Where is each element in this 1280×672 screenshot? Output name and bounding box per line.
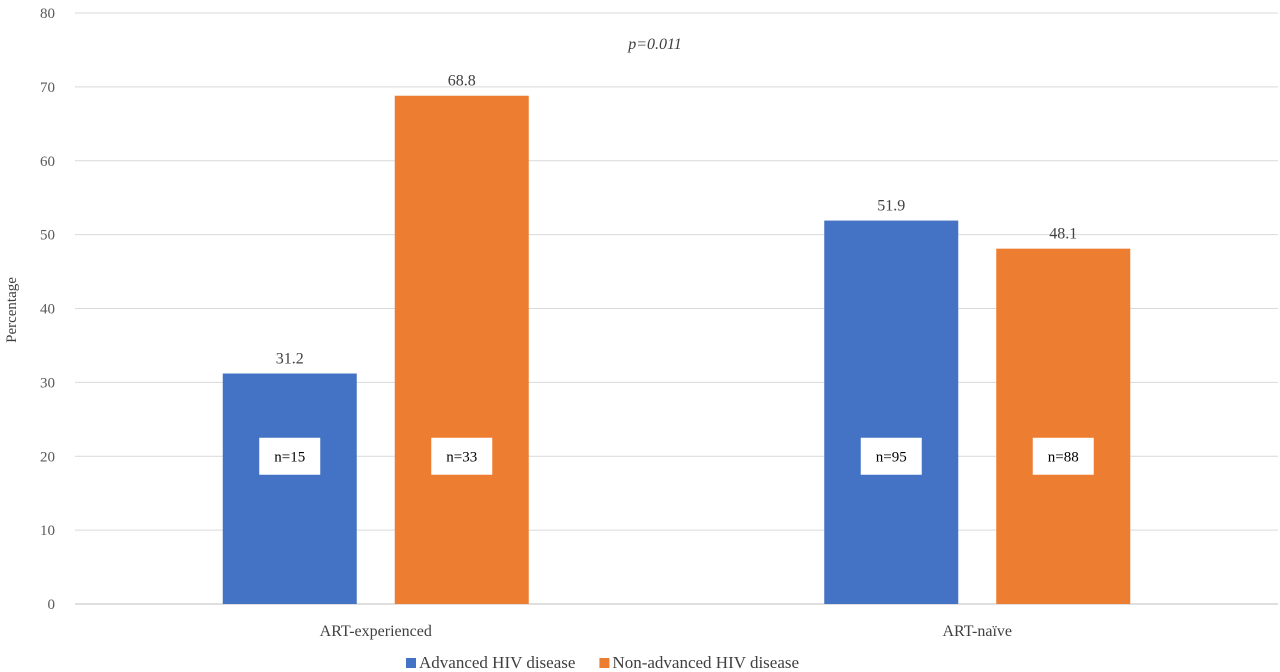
n-label-box [1031, 436, 1095, 476]
x-axis-categories: ART-experienced ART-naïve [320, 623, 1012, 640]
y-tick-label: 0 [48, 597, 56, 613]
legend-label: Non-advanced HIV disease [612, 653, 799, 672]
p-value-annotation: p=0.011 [627, 36, 682, 53]
n-label-box [430, 436, 494, 476]
y-tick-label: 40 [40, 302, 55, 318]
data-label: 48.1 [1049, 226, 1077, 243]
y-axis-ticks: 0 10 20 30 40 50 60 70 80 [40, 6, 55, 613]
bar [996, 248, 1131, 604]
x-category-label: ART-experienced [320, 623, 432, 640]
y-axis-label: Percentage [4, 277, 20, 343]
y-tick-label: 50 [40, 228, 55, 244]
legend-label: Advanced HIV disease [419, 653, 575, 672]
y-tick-label: 80 [40, 6, 55, 22]
n-label-box [258, 436, 322, 476]
data-label: 31.2 [276, 351, 304, 368]
legend-swatch [599, 658, 610, 668]
x-category-label: ART-naïve [942, 623, 1012, 640]
n-label: n=88 [1048, 449, 1079, 465]
legend: Advanced HIV disease Non-advanced HIV dis… [406, 653, 799, 672]
y-tick-label: 60 [40, 154, 55, 170]
n-label: n=95 [876, 449, 907, 465]
y-tick-label: 10 [40, 523, 55, 539]
bar [394, 95, 529, 605]
n-label: n=15 [274, 449, 305, 465]
y-tick-label: 70 [40, 80, 55, 96]
bar [222, 373, 357, 604]
legend-swatch [406, 658, 416, 668]
y-tick-label: 30 [40, 375, 55, 391]
data-label: 51.9 [877, 198, 905, 215]
data-label: 68.8 [448, 73, 476, 90]
bar [824, 220, 959, 604]
n-label-box [859, 436, 923, 476]
n-label: n=33 [446, 449, 477, 465]
y-tick-label: 20 [40, 449, 55, 465]
bars: 31.2 n=15 68.8 n=33 51.9 n=95 48.1 n=88 [222, 73, 1131, 605]
